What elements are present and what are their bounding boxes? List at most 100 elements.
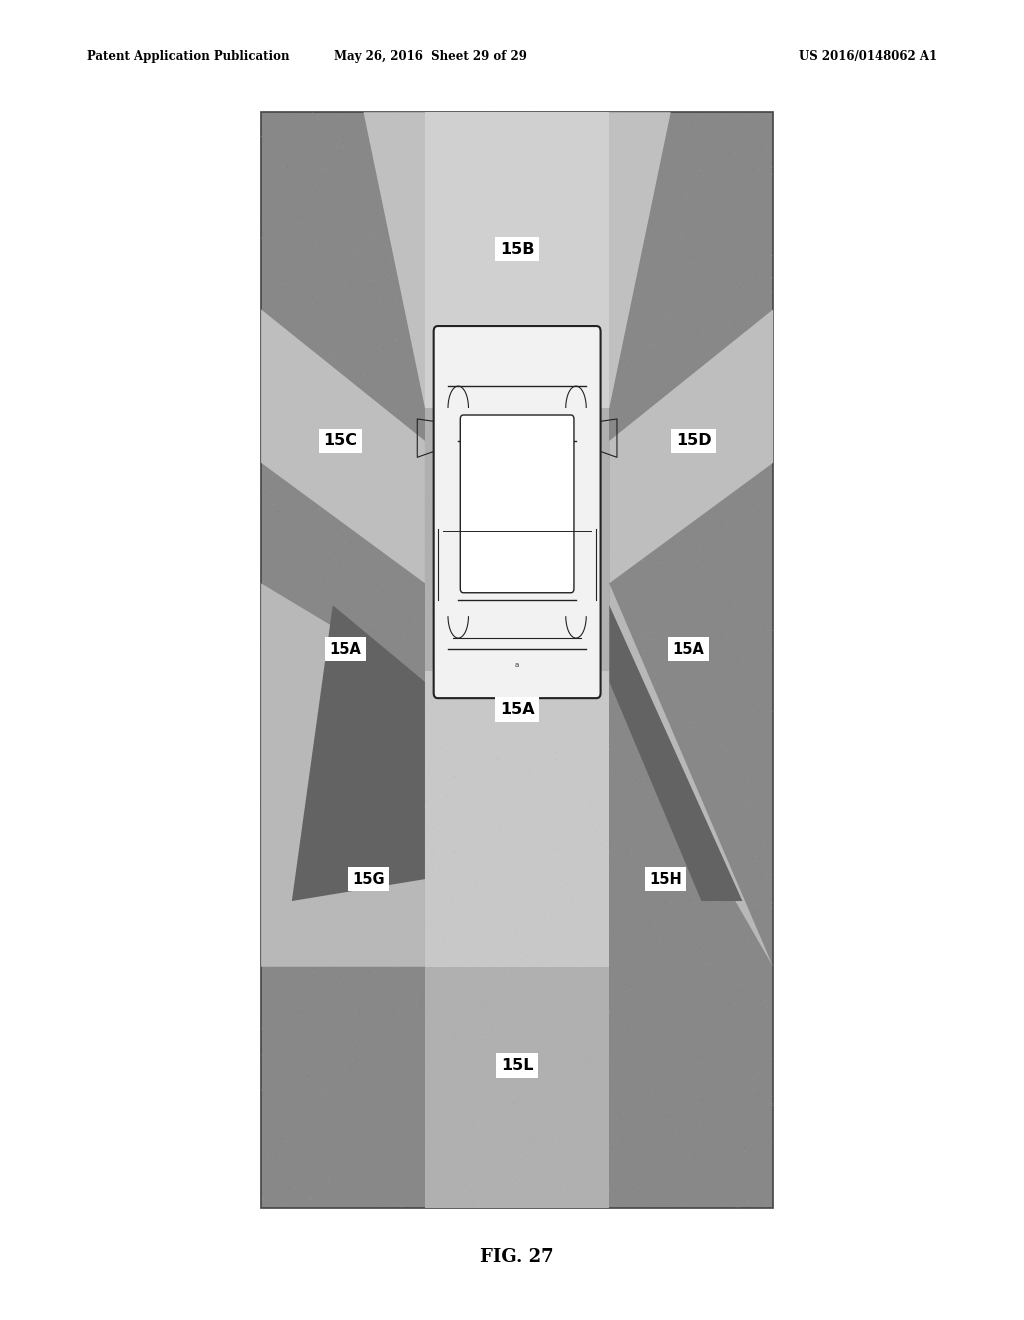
Point bbox=[426, 396, 442, 417]
Point bbox=[618, 177, 635, 198]
Point bbox=[691, 470, 708, 491]
Point bbox=[418, 859, 434, 880]
Point bbox=[608, 904, 625, 925]
Point bbox=[660, 631, 677, 652]
Point bbox=[430, 602, 446, 623]
Point bbox=[563, 792, 580, 813]
Point bbox=[597, 444, 613, 465]
Point bbox=[525, 523, 542, 544]
Point bbox=[298, 631, 314, 652]
Point bbox=[410, 605, 426, 626]
Point bbox=[697, 928, 714, 949]
Point bbox=[381, 723, 397, 744]
Point bbox=[484, 936, 501, 957]
Point bbox=[538, 1019, 554, 1040]
Point bbox=[624, 1081, 640, 1102]
Point bbox=[432, 407, 449, 428]
Point bbox=[617, 548, 634, 569]
Point bbox=[424, 531, 440, 552]
Point bbox=[733, 345, 750, 366]
Point bbox=[517, 441, 534, 462]
Point bbox=[473, 1055, 489, 1076]
Point bbox=[690, 993, 707, 1014]
Point bbox=[600, 388, 616, 409]
Point bbox=[423, 594, 439, 615]
Point bbox=[592, 812, 608, 833]
Point bbox=[520, 520, 537, 541]
Point bbox=[552, 234, 568, 255]
Point bbox=[283, 950, 299, 972]
Point bbox=[657, 722, 674, 743]
Point bbox=[514, 936, 530, 957]
Point bbox=[569, 139, 586, 160]
Point bbox=[622, 865, 638, 886]
Point bbox=[284, 1154, 300, 1175]
Point bbox=[740, 908, 757, 929]
Point bbox=[614, 199, 631, 220]
Point bbox=[483, 202, 500, 223]
Point bbox=[333, 968, 349, 989]
Point bbox=[757, 1071, 773, 1092]
Point bbox=[371, 564, 387, 585]
Point bbox=[561, 871, 578, 892]
Point bbox=[703, 973, 720, 994]
Point bbox=[758, 139, 774, 160]
Point bbox=[326, 389, 342, 411]
Point bbox=[323, 444, 339, 465]
Point bbox=[475, 977, 492, 998]
Point bbox=[581, 477, 597, 498]
Point bbox=[444, 781, 461, 803]
Point bbox=[742, 867, 759, 888]
Point bbox=[467, 414, 483, 436]
Point bbox=[653, 165, 670, 186]
Point bbox=[570, 652, 587, 673]
Point bbox=[362, 718, 379, 739]
Point bbox=[715, 742, 731, 763]
Point bbox=[570, 649, 587, 671]
Point bbox=[726, 717, 742, 738]
Point bbox=[534, 999, 550, 1020]
Point bbox=[506, 660, 522, 681]
Point bbox=[504, 341, 520, 362]
Point bbox=[715, 1180, 731, 1201]
Point bbox=[700, 821, 717, 842]
Point bbox=[732, 341, 749, 362]
Point bbox=[540, 313, 556, 334]
Point bbox=[399, 267, 416, 288]
Point bbox=[532, 488, 549, 510]
Point bbox=[628, 772, 644, 793]
Point bbox=[255, 1018, 271, 1039]
Point bbox=[568, 784, 585, 805]
Point bbox=[418, 700, 434, 721]
Point bbox=[644, 1176, 660, 1197]
Point bbox=[429, 284, 445, 305]
Point bbox=[283, 553, 299, 574]
Point bbox=[684, 428, 700, 449]
Point bbox=[281, 975, 297, 997]
Point bbox=[518, 730, 535, 751]
Point bbox=[281, 820, 297, 841]
Point bbox=[432, 405, 449, 426]
Point bbox=[397, 532, 414, 553]
Point bbox=[364, 420, 380, 441]
Point bbox=[697, 536, 714, 557]
Point bbox=[722, 593, 738, 614]
Point bbox=[729, 107, 745, 128]
Point bbox=[312, 231, 329, 252]
Point bbox=[487, 928, 504, 949]
Point bbox=[703, 293, 720, 314]
Point bbox=[403, 1014, 420, 1035]
Point bbox=[423, 438, 439, 459]
Point bbox=[501, 960, 517, 981]
Point bbox=[423, 682, 439, 704]
Point bbox=[544, 447, 560, 469]
Point bbox=[546, 653, 562, 675]
Point bbox=[712, 1143, 728, 1164]
Point bbox=[590, 164, 606, 185]
Point bbox=[577, 704, 593, 725]
Point bbox=[569, 791, 586, 812]
Point bbox=[651, 824, 668, 845]
Point bbox=[286, 870, 302, 891]
Point bbox=[432, 702, 449, 723]
Point bbox=[394, 684, 411, 705]
